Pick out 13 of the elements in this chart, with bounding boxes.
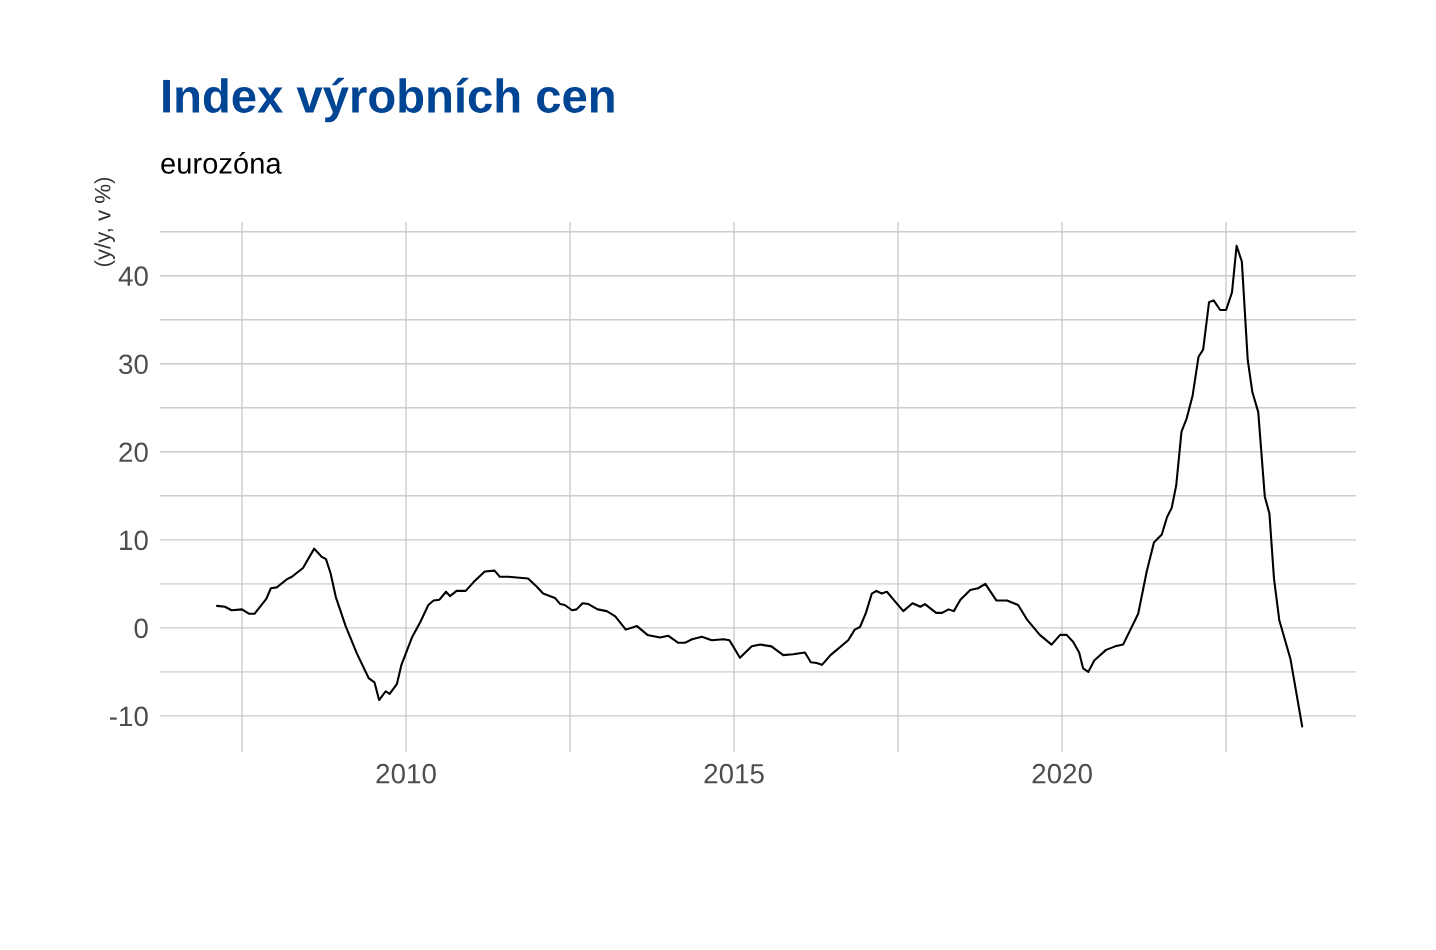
y-tick-label: 20	[119, 442, 148, 463]
y-tick-label: -10	[109, 706, 148, 727]
x-tick-label: 2015	[704, 763, 764, 784]
x-tick-label: 2010	[376, 763, 436, 784]
y-tick-label: 30	[119, 354, 148, 375]
chart-title: Index výrobních cen	[163, 77, 614, 123]
y-tick-label: 0	[134, 618, 148, 639]
line-series	[216, 244, 1304, 728]
y-tick-label: 40	[118, 266, 148, 287]
y-tick-label: 10	[120, 530, 148, 551]
x-tick-label: 2020	[1032, 763, 1092, 784]
chart-subtitle: eurozóna	[161, 152, 282, 174]
y-axis-title: (y/y, v %)	[94, 177, 115, 267]
